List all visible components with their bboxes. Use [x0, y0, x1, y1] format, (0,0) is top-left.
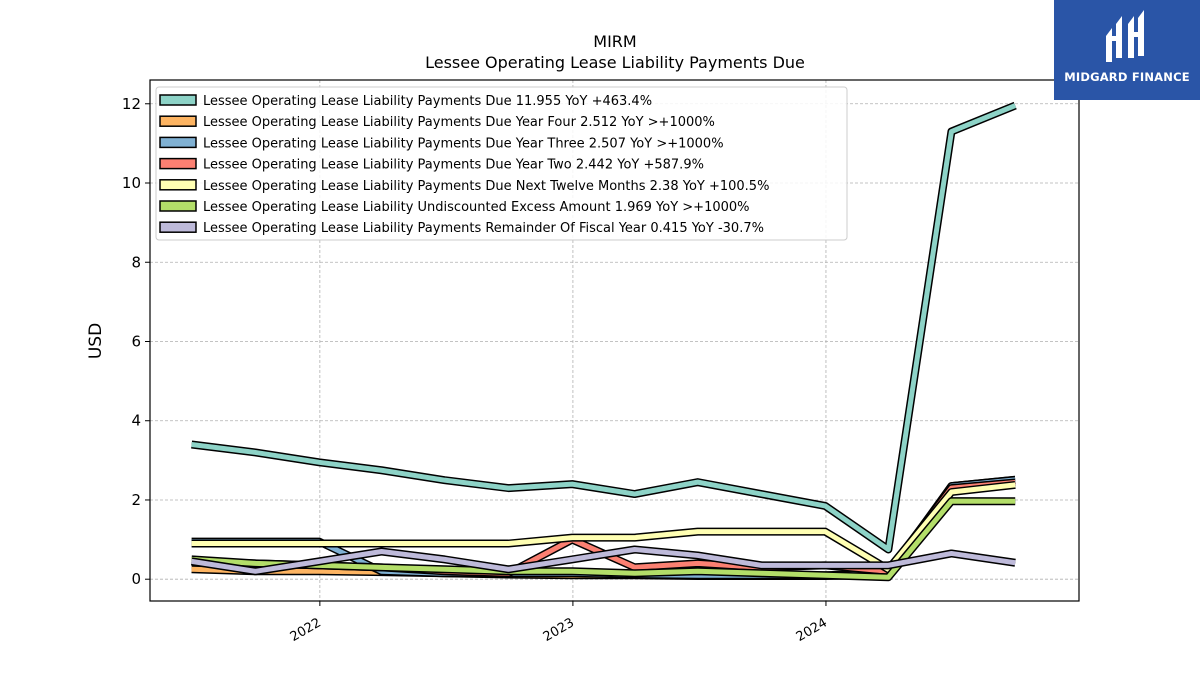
- chart-subtitle: Lessee Operating Lease Liability Payment…: [425, 53, 805, 72]
- series-line-stroke: [191, 103, 1017, 552]
- legend-label: Lessee Operating Lease Liability Payment…: [203, 115, 715, 130]
- legend-label: Lessee Operating Lease Liability Undisco…: [203, 200, 750, 215]
- legend-swatch: [159, 94, 197, 106]
- legend-swatch: [159, 179, 197, 191]
- x-tick-label: 2023: [541, 615, 577, 645]
- brand-logo: MIDGARD FINANCE: [1054, 0, 1200, 100]
- y-tick-label: 2: [131, 491, 141, 509]
- legend-box: [155, 86, 848, 241]
- y-axis-label: USD: [86, 323, 106, 359]
- x-tick-label: 2022: [288, 615, 324, 645]
- series-line: [191, 497, 1016, 582]
- series-line-stroke: [191, 546, 1016, 574]
- legend-swatch: [159, 136, 197, 149]
- series-line: [191, 101, 1017, 554]
- legend-swatch: [159, 221, 197, 233]
- y-tick-label: 6: [131, 332, 141, 350]
- legend-label: Lessee Operating Lease Liability Payment…: [203, 136, 724, 151]
- y-tick-label: 12: [122, 95, 141, 113]
- legend-swatch: [159, 115, 197, 127]
- brand-mark-icon: [1106, 10, 1144, 62]
- y-tick-label: 0: [131, 570, 141, 588]
- legend-swatch: [159, 157, 197, 170]
- y-tick-label: 10: [122, 174, 141, 192]
- legend-label: Lessee Operating Lease Liability Payment…: [203, 221, 764, 236]
- y-tick-label: 4: [131, 412, 141, 430]
- legend-label: Lessee Operating Lease Liability Payment…: [203, 94, 652, 109]
- x-tick-label: 2024: [794, 615, 830, 645]
- chart-title: MIRM: [593, 32, 636, 51]
- series-line-stroke: [191, 498, 1016, 580]
- brand-name: MIDGARD FINANCE: [1064, 70, 1190, 84]
- y-tick-label: 8: [131, 253, 141, 271]
- series-line: [190, 545, 1016, 576]
- legend-label: Lessee Operating Lease Liability Payment…: [203, 179, 769, 194]
- legend-swatch: [159, 200, 197, 212]
- legend: Lessee Operating Lease Liability Payment…: [155, 86, 848, 241]
- plot-frame: [149, 79, 1080, 602]
- legend-label: Lessee Operating Lease Liability Payment…: [203, 158, 704, 173]
